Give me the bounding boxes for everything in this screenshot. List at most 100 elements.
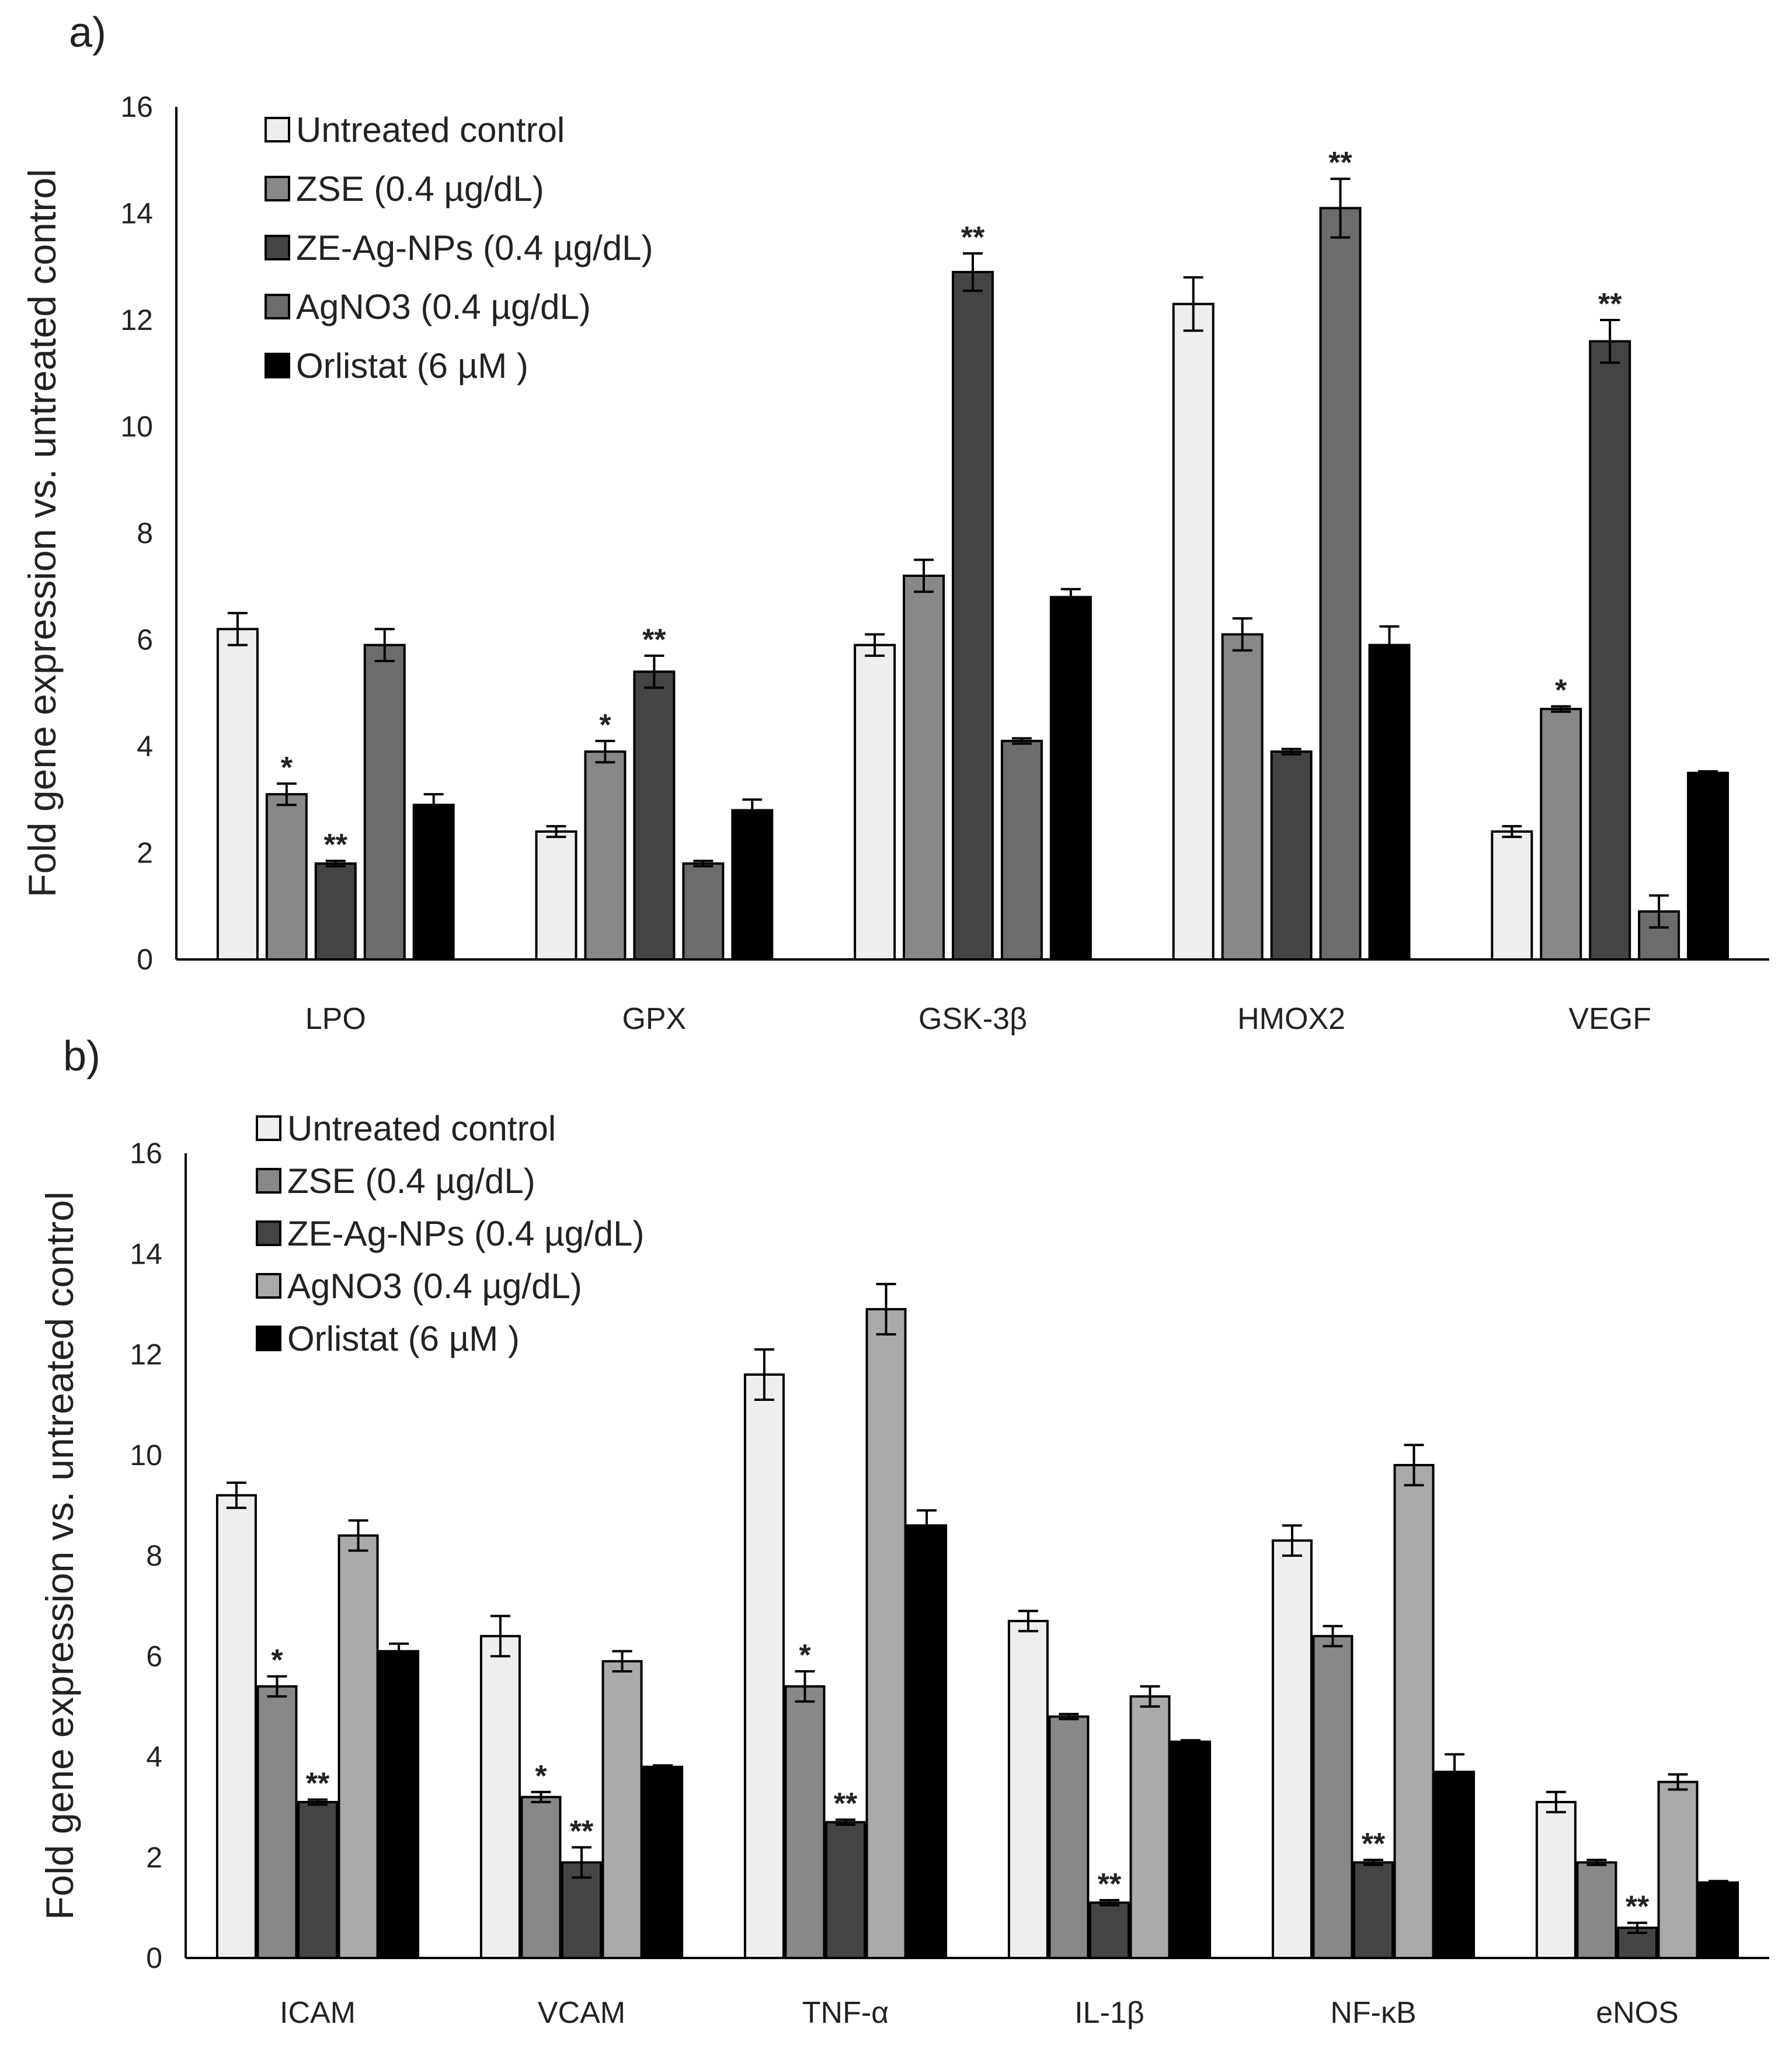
legend-item: Untreated control <box>265 110 565 149</box>
bar <box>731 809 774 961</box>
panel-label: a) <box>69 9 106 56</box>
legend-item: Orlistat (6 µM ) <box>265 346 528 385</box>
bar <box>1089 1901 1130 1959</box>
x-category-label: VCAM <box>538 1996 625 2030</box>
bar <box>216 628 259 961</box>
y-tick-label: 2 <box>146 1841 162 1874</box>
significance-marker: ** <box>324 828 348 862</box>
legend-item: ZSE (0.4 µg/dL) <box>265 169 544 208</box>
y-tick-label: 12 <box>130 1338 162 1371</box>
y-tick-label: 6 <box>146 1640 162 1672</box>
significance-marker: * <box>799 1639 811 1672</box>
significance-marker: ** <box>1098 1867 1122 1901</box>
y-tick-label: 10 <box>120 411 153 443</box>
x-category-label: LPO <box>305 1002 366 1036</box>
bar <box>363 644 406 961</box>
bar <box>1271 1539 1313 1960</box>
bar <box>1172 302 1215 961</box>
significance-marker: * <box>599 708 611 742</box>
bar <box>215 1494 257 1959</box>
bar <box>535 830 577 961</box>
bar <box>784 1685 826 1960</box>
chart-panel-a: a) 0 2 4 6 8 10 12 14 16 Fold gene expression vs. … <box>20 9 1769 1036</box>
legend-label: ZSE (0.4 µg/dL) <box>287 1161 535 1201</box>
legend-label: AgNO3 (0.4 µg/dL) <box>296 287 591 326</box>
bar <box>584 750 627 961</box>
legend-swatch <box>256 1326 281 1351</box>
y-tick-label: 16 <box>120 91 153 123</box>
bar <box>1535 1801 1577 1959</box>
bar <box>1170 1740 1212 1960</box>
legend-item: ZE-Ag-NPs (0.4 µg/dL) <box>256 1214 644 1253</box>
y-tick-label: 12 <box>120 304 153 336</box>
legend-label: Orlistat (6 µM ) <box>296 346 528 385</box>
y-axis-label: Fold gene expression vs. untreated contr… <box>38 1191 81 1919</box>
bar <box>633 670 676 961</box>
legend: Untreated control ZSE (0.4 µg/dL) ZE-Ag-NP… <box>256 1109 644 1358</box>
legend-label: AgNO3 (0.4 µg/dL) <box>287 1267 582 1306</box>
bar <box>1353 1861 1394 1960</box>
significance-marker: ** <box>834 1787 858 1821</box>
bar <box>1589 340 1631 961</box>
bar <box>1368 644 1411 961</box>
bar <box>906 1524 948 1959</box>
y-tick-label: 14 <box>130 1237 162 1270</box>
bar <box>601 1660 643 1960</box>
bar <box>1657 1780 1699 1959</box>
bar <box>1048 1715 1090 1960</box>
bar <box>1270 750 1313 961</box>
legend-label: ZE-Ag-NPs (0.4 µg/dL) <box>287 1214 644 1253</box>
bar <box>1129 1695 1171 1959</box>
significance-marker: ** <box>306 1767 330 1801</box>
bar <box>256 1685 298 1960</box>
legend: Untreated control ZSE (0.4 µg/dL) ZE-Ag-NP… <box>265 110 653 385</box>
bar <box>1434 1771 1476 1959</box>
legend-item: ZSE (0.4 µg/dL) <box>256 1161 535 1201</box>
legend-label: Untreated control <box>296 110 565 149</box>
bar <box>1576 1861 1617 1960</box>
significance-marker: ** <box>1598 287 1622 321</box>
bar <box>1221 633 1264 961</box>
bar <box>865 1307 907 1959</box>
y-axis-label: Fold gene expression vs. untreated contr… <box>20 169 64 897</box>
legend-swatch <box>265 235 290 260</box>
legend-item: Untreated control <box>256 1109 556 1148</box>
y-tick-label: 6 <box>137 624 153 656</box>
bar <box>903 575 945 961</box>
bar <box>854 644 896 961</box>
bar <box>1540 708 1582 961</box>
bar <box>952 270 994 961</box>
panel-label: b) <box>63 1033 100 1080</box>
legend-swatch <box>256 1168 281 1194</box>
bar <box>479 1634 521 1960</box>
legend-swatch <box>256 1220 281 1246</box>
legend-label: Orlistat (6 µM ) <box>287 1319 520 1358</box>
y-tick-label: 8 <box>146 1539 162 1572</box>
bar <box>337 1534 379 1960</box>
significance-marker: ** <box>1626 1890 1650 1924</box>
x-category-label: ICAM <box>280 1996 356 2030</box>
chart-panel-b: b) 0 2 4 6 8 10 12 14 16 Fold gene expression vs. … <box>38 1033 1769 2030</box>
bar <box>1319 207 1362 961</box>
legend-label: ZSE (0.4 µg/dL) <box>296 169 544 208</box>
significance-marker: ** <box>642 623 666 657</box>
legend-item: AgNO3 (0.4 µg/dL) <box>256 1267 582 1306</box>
x-category-label: IL-1β <box>1074 1996 1144 2030</box>
x-category-label: VEGF <box>1568 1002 1651 1036</box>
significance-marker: * <box>281 751 293 785</box>
x-category-label: TNF-α <box>802 1996 889 2030</box>
legend-item: AgNO3 (0.4 µg/dL) <box>265 287 591 326</box>
legend-swatch <box>256 1273 281 1299</box>
significance-marker: ** <box>961 221 985 255</box>
bar <box>412 804 455 961</box>
x-category-label: GPX <box>622 1002 686 1036</box>
bar <box>743 1373 785 1959</box>
y-tick-label: 14 <box>120 197 153 230</box>
y-tick-label: 2 <box>137 837 153 870</box>
legend-swatch <box>256 1115 281 1141</box>
bar <box>1312 1634 1353 1960</box>
y-tick-label: 8 <box>137 517 153 549</box>
bar <box>1491 830 1533 961</box>
bar <box>297 1801 338 1959</box>
significance-marker: * <box>271 1644 283 1678</box>
